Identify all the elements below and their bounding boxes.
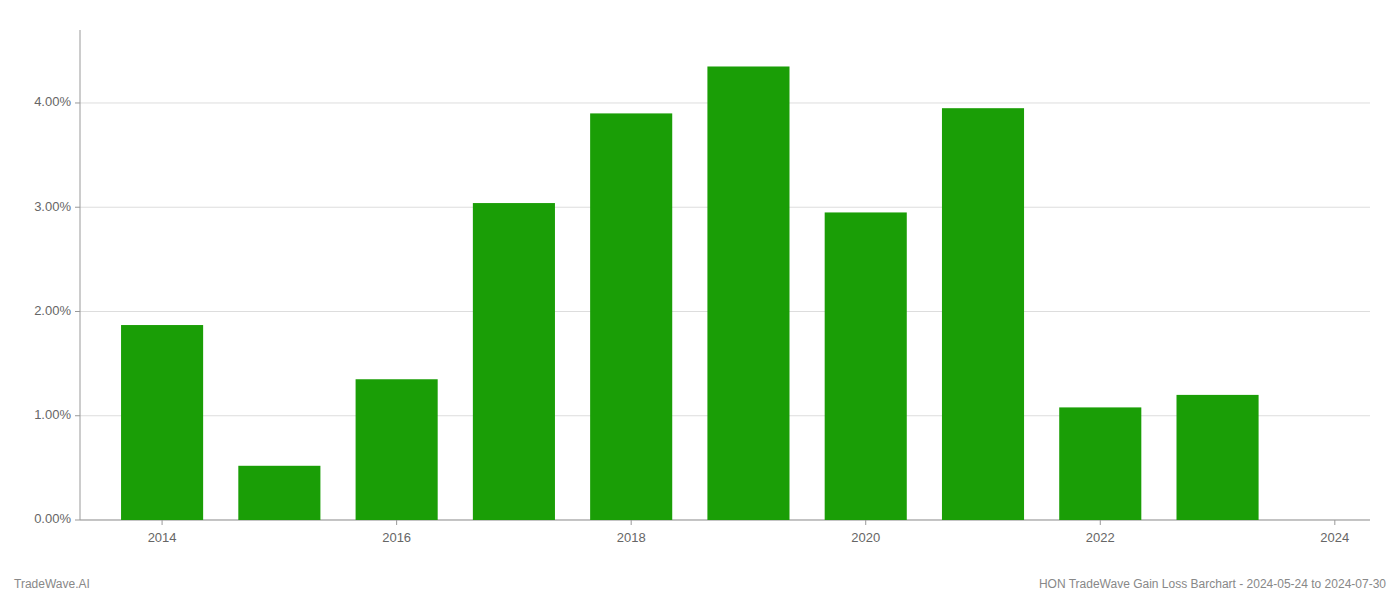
y-tick	[75, 520, 80, 521]
x-tick	[865, 520, 866, 525]
x-tick-label: 2016	[382, 530, 411, 545]
x-tick-label: 2024	[1320, 530, 1349, 545]
y-tick	[75, 207, 80, 208]
bar	[473, 203, 555, 520]
bar	[1059, 407, 1141, 520]
x-tick-label: 2018	[617, 530, 646, 545]
x-tick	[1334, 520, 1335, 525]
y-axis-line	[80, 30, 81, 520]
bar	[121, 325, 203, 520]
x-tick	[396, 520, 397, 525]
bar	[1177, 395, 1259, 520]
y-tick-label: 4.00%	[34, 94, 71, 109]
x-tick	[162, 520, 163, 525]
x-tick	[1100, 520, 1101, 525]
chart-container: 0.00% 1.00% 2.00% 3.00% 4.00% 2014 2016 2018 202…	[0, 0, 1400, 600]
footer-right: HON TradeWave Gain Loss Barchart - 2024-…	[1039, 577, 1386, 591]
x-tick-label: 2020	[851, 530, 880, 545]
bar	[590, 113, 672, 520]
y-tick-label: 0.00%	[34, 511, 71, 526]
y-tick	[75, 415, 80, 416]
x-tick	[631, 520, 632, 525]
y-tick	[75, 102, 80, 103]
bar	[825, 212, 907, 520]
x-tick-label: 2014	[148, 530, 177, 545]
y-tick-label: 3.00%	[34, 199, 71, 214]
chart: 0.00% 1.00% 2.00% 3.00% 4.00% 2014 2016 2018 202…	[0, 0, 1400, 600]
bar	[238, 466, 320, 520]
bars	[121, 66, 1259, 520]
bar	[707, 66, 789, 520]
bar	[356, 379, 438, 520]
footer-left: TradeWave.AI	[14, 577, 90, 591]
bar	[942, 108, 1024, 520]
x-tick-label: 2022	[1086, 530, 1115, 545]
axes: 0.00% 1.00% 2.00% 3.00% 4.00% 2014 2016 2018 202…	[34, 30, 1370, 545]
y-tick	[75, 311, 80, 312]
y-tick-label: 1.00%	[34, 407, 71, 422]
y-tick-label: 2.00%	[34, 303, 71, 318]
